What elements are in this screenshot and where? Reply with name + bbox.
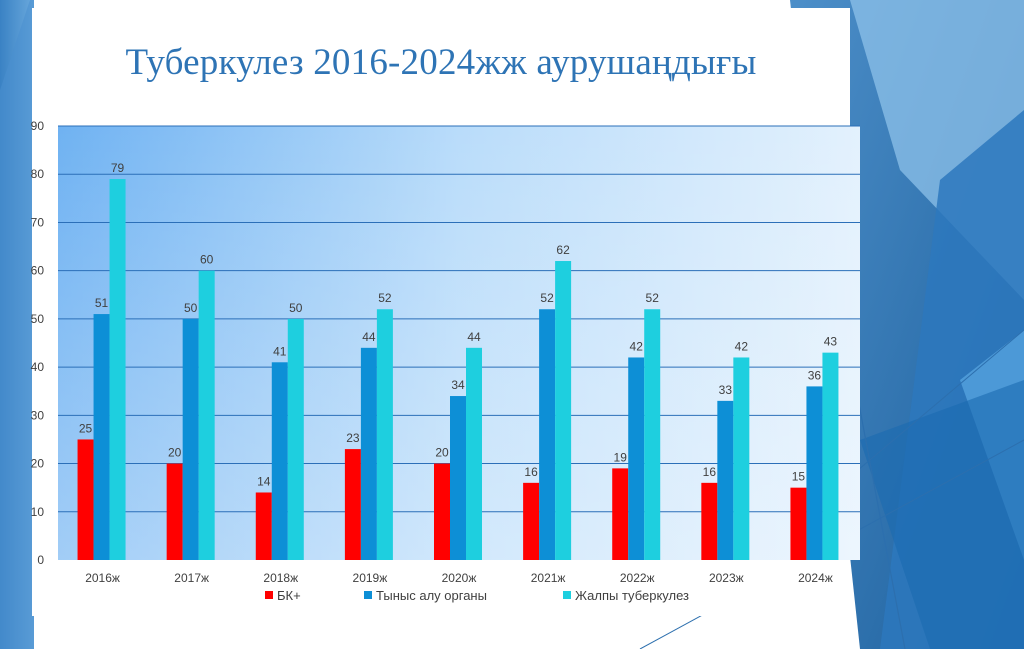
x-tick-label: 2024ж bbox=[798, 571, 833, 585]
bar bbox=[376, 309, 393, 560]
legend-item: Тыныс алу органы bbox=[364, 588, 487, 603]
data-label: 52 bbox=[378, 291, 392, 305]
x-tick-label: 2023ж bbox=[709, 571, 744, 585]
x-tick-label: 2021ж bbox=[531, 571, 566, 585]
legend-swatch bbox=[563, 591, 571, 599]
bar bbox=[612, 468, 629, 560]
data-label: 14 bbox=[257, 474, 271, 488]
data-label: 19 bbox=[614, 450, 628, 464]
bar bbox=[93, 314, 110, 560]
x-tick-label: 2022ж bbox=[620, 571, 655, 585]
x-tick-label: 2016ж bbox=[85, 571, 120, 585]
data-label: 44 bbox=[362, 330, 376, 344]
bar bbox=[733, 357, 750, 560]
bar bbox=[109, 179, 126, 561]
left-decor-facet bbox=[0, 0, 34, 649]
legend-label: БК+ bbox=[277, 588, 301, 603]
y-tick-label: 0 bbox=[37, 553, 44, 567]
data-label: 20 bbox=[435, 446, 449, 460]
y-tick-label: 40 bbox=[31, 360, 45, 374]
right-decor-facet-5 bbox=[860, 380, 1024, 649]
bar bbox=[628, 357, 645, 560]
bar bbox=[255, 492, 272, 560]
data-label: 51 bbox=[95, 296, 109, 310]
y-tick-label: 70 bbox=[31, 215, 45, 229]
data-label: 41 bbox=[273, 344, 287, 358]
bar bbox=[539, 309, 556, 560]
data-label: 36 bbox=[808, 368, 822, 382]
slide-title: Туберкулез 2016-2024жж аурушаңдығы bbox=[125, 41, 757, 83]
bar bbox=[344, 449, 361, 560]
y-tick-label: 60 bbox=[31, 264, 45, 278]
bar bbox=[701, 482, 718, 560]
y-tick-label: 10 bbox=[31, 505, 45, 519]
x-tick-label: 2017ж bbox=[174, 571, 209, 585]
y-tick-label: 90 bbox=[31, 119, 45, 133]
bar bbox=[360, 347, 377, 560]
data-label: 33 bbox=[719, 383, 733, 397]
bar bbox=[717, 400, 734, 560]
data-label: 60 bbox=[200, 253, 214, 267]
bar bbox=[523, 482, 540, 560]
bar bbox=[790, 487, 807, 560]
x-tick-label: 2018ж bbox=[263, 571, 298, 585]
data-label: 44 bbox=[467, 330, 481, 344]
bar bbox=[271, 362, 288, 560]
bar bbox=[198, 270, 215, 560]
legend-item: Жалпы туберкулез bbox=[563, 588, 689, 603]
legend: БК+ Тыныс алу органы Жалпы туберкулез bbox=[265, 588, 689, 603]
legend-label: Тыныс алу органы bbox=[376, 588, 487, 603]
data-label: 42 bbox=[630, 339, 644, 353]
bar bbox=[555, 261, 572, 560]
data-label: 62 bbox=[556, 243, 570, 257]
bar bbox=[450, 396, 466, 560]
data-label: 52 bbox=[646, 291, 660, 305]
bar bbox=[806, 386, 823, 560]
bar bbox=[434, 463, 450, 560]
bar bbox=[166, 463, 183, 560]
x-tick-label: 2019ж bbox=[353, 571, 388, 585]
y-tick-label: 20 bbox=[31, 457, 45, 471]
data-label: 50 bbox=[184, 301, 198, 315]
data-label: 52 bbox=[540, 291, 554, 305]
y-tick-label: 80 bbox=[31, 167, 45, 181]
legend-swatch bbox=[265, 591, 273, 599]
legend-label: Жалпы туберкулез bbox=[575, 588, 689, 603]
legend-swatch bbox=[364, 591, 372, 599]
legend-item: БК+ bbox=[265, 588, 301, 603]
title-box: Туберкулез 2016-2024жж аурушаңдығы bbox=[32, 8, 850, 116]
data-label: 20 bbox=[168, 446, 182, 460]
data-label: 25 bbox=[79, 421, 93, 435]
data-label: 16 bbox=[703, 465, 717, 479]
bar bbox=[182, 318, 199, 560]
data-label: 50 bbox=[289, 301, 303, 315]
data-label: 79 bbox=[111, 161, 125, 175]
data-label: 23 bbox=[346, 431, 360, 445]
data-label: 15 bbox=[792, 470, 806, 484]
x-tick-label: 2020ж bbox=[442, 571, 477, 585]
data-label: 34 bbox=[451, 378, 465, 392]
bar bbox=[466, 347, 482, 560]
bar bbox=[77, 439, 94, 560]
x-axis: 2016ж 2017ж 2018ж 2019ж 2020ж 2021ж 2022ж 2023ж… bbox=[85, 571, 833, 585]
bar bbox=[644, 309, 661, 560]
y-axis: 0 10 20 30 40 50 60 70 80 90 bbox=[31, 119, 45, 567]
data-label: 43 bbox=[824, 335, 838, 349]
y-tick-label: 50 bbox=[31, 312, 45, 326]
y-tick-label: 30 bbox=[31, 408, 45, 422]
data-labels: 25 51 79 20 50 60 14 41 50 23 44 52 20 34 44 16 52 62 19 42… bbox=[79, 161, 838, 488]
data-label: 42 bbox=[735, 339, 749, 353]
bar bbox=[822, 352, 839, 560]
data-label: 16 bbox=[524, 465, 538, 479]
bars bbox=[77, 179, 839, 561]
bar bbox=[287, 318, 304, 560]
right-decor-line-2 bbox=[857, 329, 1024, 471]
